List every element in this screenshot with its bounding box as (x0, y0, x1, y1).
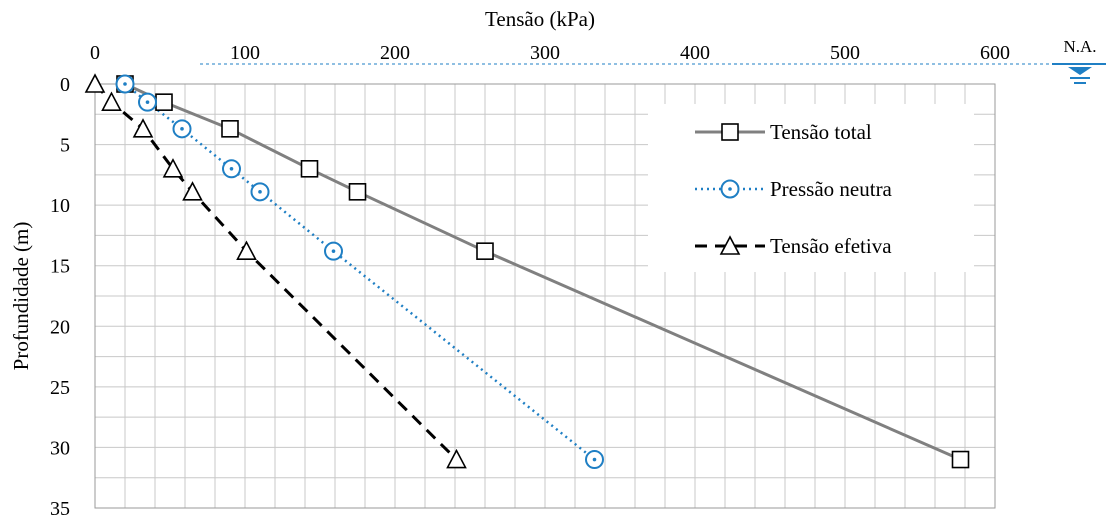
data-point (236, 240, 257, 260)
data-point (324, 241, 343, 261)
data-point (162, 158, 184, 178)
x-tick-label: 500 (830, 42, 860, 64)
x-axis-ticks: 0 100 200 300 400 500 600 (90, 42, 1010, 64)
data-point (221, 120, 239, 138)
data-point (300, 160, 319, 178)
plot-area-border (94, 83, 996, 509)
y-tick-label: 30 (50, 437, 70, 459)
legend: Tensão total Pressão neutra Tensão efetiva (648, 104, 974, 272)
data-point (585, 450, 604, 470)
data-point (951, 450, 970, 469)
y-tick-label: 0 (60, 74, 70, 96)
legend-label: Tensão total (770, 120, 872, 144)
x-tick-label: 0 (90, 42, 100, 64)
data-point (172, 119, 192, 139)
data-point (182, 181, 203, 201)
y-tick-label: 20 (50, 316, 70, 338)
y-tick-label: 35 (50, 498, 70, 520)
water-table-label: N.A. (1063, 37, 1096, 56)
series-layer (84, 73, 970, 470)
y-axis-title: Profundidade (m) (9, 222, 33, 371)
legend-label: Pressão neutra (770, 177, 893, 201)
data-point (84, 73, 106, 93)
legend-item: Pressão neutra (695, 177, 893, 201)
y-tick-label: 10 (50, 195, 70, 217)
x-tick-label: 300 (530, 42, 560, 64)
data-point (446, 448, 467, 469)
data-point (101, 91, 122, 111)
y-tick-label: 5 (60, 135, 70, 157)
water-level-icon (1052, 63, 1106, 84)
data-point (132, 118, 154, 138)
x-axis-title: Tensão (kPa) (485, 7, 595, 31)
x-tick-label: 200 (380, 42, 410, 64)
legend-item: Tensão efetiva (695, 234, 892, 258)
legend-marker (719, 235, 741, 255)
data-point (138, 92, 157, 112)
water-table-marker: N.A. (200, 37, 1106, 84)
data-point (476, 242, 494, 260)
legend-label: Tensão efetiva (770, 234, 892, 258)
series-markers (115, 74, 604, 470)
data-point (348, 183, 367, 201)
y-tick-label: 15 (50, 256, 70, 278)
data-point (250, 182, 270, 202)
y-tick-label: 25 (50, 377, 70, 399)
legend-item: Tensão total (695, 120, 872, 144)
y-axis-ticks: 0 5 10 15 20 25 30 35 (50, 74, 70, 520)
legend-marker (720, 179, 740, 199)
data-point (222, 159, 241, 179)
data-point (155, 93, 173, 111)
series-markers (84, 73, 467, 469)
x-tick-label: 600 (980, 42, 1010, 64)
data-point (115, 74, 135, 94)
x-tick-label: 100 (230, 42, 260, 64)
x-tick-label: 400 (680, 42, 710, 64)
legend-marker (721, 123, 739, 141)
